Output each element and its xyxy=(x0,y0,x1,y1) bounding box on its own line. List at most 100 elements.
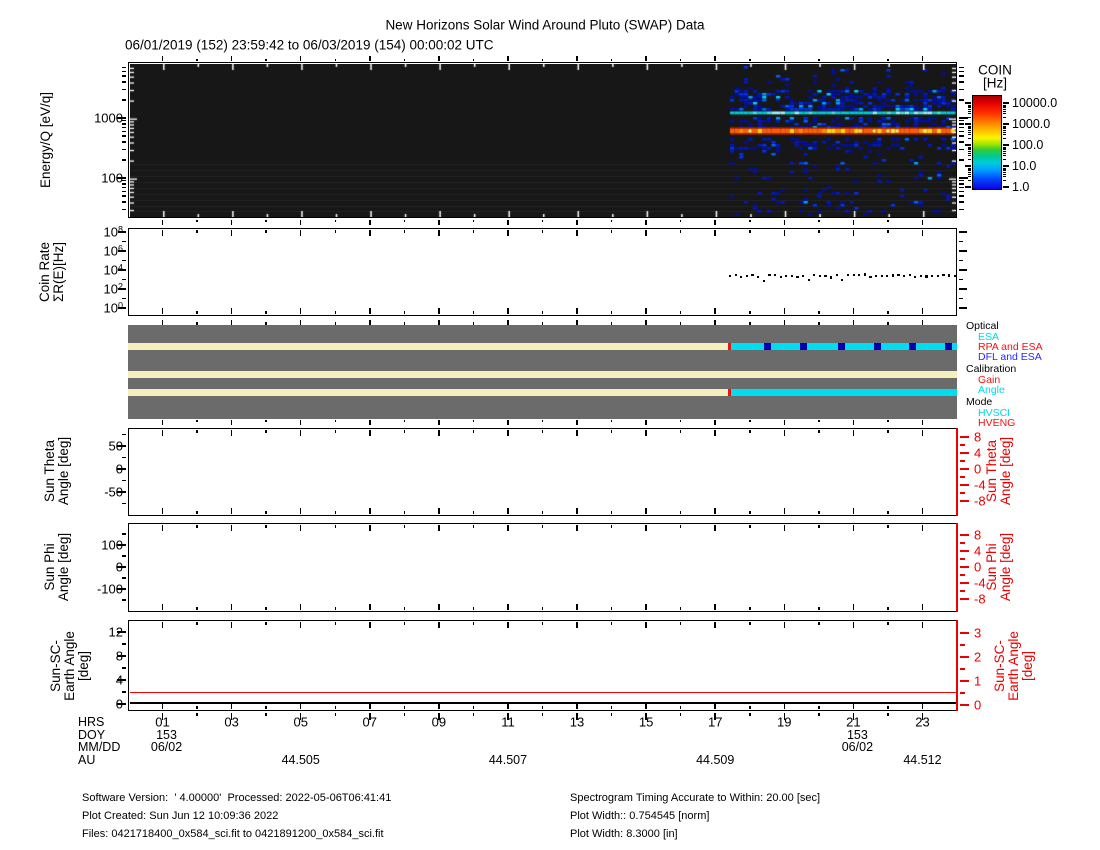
tick-mark xyxy=(541,58,544,61)
status-bar-mode xyxy=(727,388,731,396)
tick-mark xyxy=(161,56,164,61)
tick-mark xyxy=(968,104,971,106)
tick-mark xyxy=(714,430,716,436)
tick-mark xyxy=(576,219,578,225)
tick-mark xyxy=(196,419,198,422)
tick-mark xyxy=(121,208,126,211)
suntheta-axis-label-line2: Angle [deg] xyxy=(56,436,71,506)
tick-mark xyxy=(968,146,971,148)
tick-mark xyxy=(117,468,126,470)
tick-mark xyxy=(438,525,440,531)
coin-rate-point xyxy=(880,274,883,278)
tick-mark xyxy=(118,288,126,290)
tick-mark xyxy=(959,195,964,197)
tick-mark xyxy=(121,148,126,151)
hour-label: 11 xyxy=(501,714,515,730)
tick-mark xyxy=(196,58,198,61)
tick-mark xyxy=(921,525,924,531)
tick-mark xyxy=(714,56,716,61)
suntheta-axis-label-line1: Sun Theta xyxy=(42,439,57,503)
tick-mark xyxy=(749,511,751,514)
tick-mark xyxy=(968,159,971,161)
tick-mark xyxy=(714,622,716,628)
tick-mark xyxy=(118,269,126,271)
tick-mark xyxy=(921,604,924,610)
tick-mark xyxy=(576,319,578,325)
tick-mark xyxy=(960,680,969,682)
tick-mark xyxy=(959,288,967,290)
tick-mark xyxy=(921,430,924,436)
tick-mark xyxy=(959,119,964,122)
axis-row-label: HRS xyxy=(78,715,105,729)
tick-mark xyxy=(960,550,969,552)
tick-mark xyxy=(959,297,963,300)
tick-mark xyxy=(334,419,336,422)
coin-rate-point xyxy=(740,275,743,278)
tick-mark xyxy=(576,703,578,709)
tick-mark xyxy=(965,123,971,125)
tick-mark xyxy=(968,108,971,110)
tick-mark xyxy=(1003,186,1009,188)
tick-mark xyxy=(968,129,971,131)
tick-mark xyxy=(121,533,126,535)
tick-mark xyxy=(121,66,126,69)
colorbar-tick-label: 1000.0 xyxy=(1012,117,1051,131)
tick-mark xyxy=(507,219,509,225)
tick-mark xyxy=(959,81,964,83)
tick-mark xyxy=(403,607,406,610)
tick-mark xyxy=(299,604,302,610)
tick-mark xyxy=(1003,128,1006,130)
tick-mark xyxy=(299,230,302,236)
coinrate-tick-label: 108 xyxy=(103,224,123,240)
tick-mark xyxy=(161,319,164,325)
tick-mark xyxy=(122,259,126,262)
tick-mark xyxy=(121,201,126,203)
coin-rate-point xyxy=(852,274,855,277)
tick-mark xyxy=(610,511,613,514)
sse-axis-label-line2: Earth Angle xyxy=(62,631,77,701)
tick-mark xyxy=(576,604,578,610)
tick-mark xyxy=(921,319,924,325)
sse-right-label-line1: Sun-SC- xyxy=(992,640,1007,692)
tick-mark xyxy=(265,511,267,514)
tick-mark xyxy=(968,168,971,170)
tick-mark xyxy=(541,511,544,514)
tick-mark xyxy=(265,525,267,528)
coinrate-tick-label: 102 xyxy=(103,281,123,297)
tick-mark xyxy=(887,706,889,709)
tick-mark xyxy=(118,231,126,233)
tick-mark xyxy=(965,165,971,167)
sunphi-right-axis-label: Sun Phi Angle [deg] xyxy=(984,533,1013,601)
coin-rate-point xyxy=(846,273,850,277)
tick-mark xyxy=(1003,107,1006,109)
tick-mark xyxy=(968,155,971,157)
tick-mark xyxy=(121,195,126,197)
sun-theta-panel xyxy=(128,428,957,516)
spectrogram-panel-border xyxy=(128,62,957,218)
tick-mark xyxy=(472,622,475,625)
tick-mark xyxy=(299,508,302,514)
tick-mark xyxy=(161,308,164,314)
tick-mark xyxy=(783,319,786,325)
tick-mark xyxy=(121,141,126,143)
hour-major-tick xyxy=(230,712,233,720)
tick-mark xyxy=(1003,145,1006,147)
tick-mark xyxy=(507,622,509,628)
tick-mark xyxy=(960,444,965,446)
tick-mark xyxy=(921,230,924,236)
legend-item: HVSCI xyxy=(978,406,1011,419)
tick-mark xyxy=(230,703,233,709)
tick-mark xyxy=(1003,110,1006,112)
suntheta-right-axis-label: Sun Theta Angle [deg] xyxy=(984,437,1013,505)
tick-mark xyxy=(265,622,267,625)
tick-mark xyxy=(887,622,889,625)
coinrate-tick-label: 104 xyxy=(103,262,123,278)
tick-mark xyxy=(887,322,889,325)
tick-mark xyxy=(121,179,126,182)
tick-mark xyxy=(749,219,751,222)
hour-label: 01 xyxy=(155,714,170,730)
hour-label: 19 xyxy=(777,714,792,730)
mmdd-label: 06/02 xyxy=(841,740,874,754)
tick-mark xyxy=(959,148,964,151)
tick-mark xyxy=(438,430,440,436)
